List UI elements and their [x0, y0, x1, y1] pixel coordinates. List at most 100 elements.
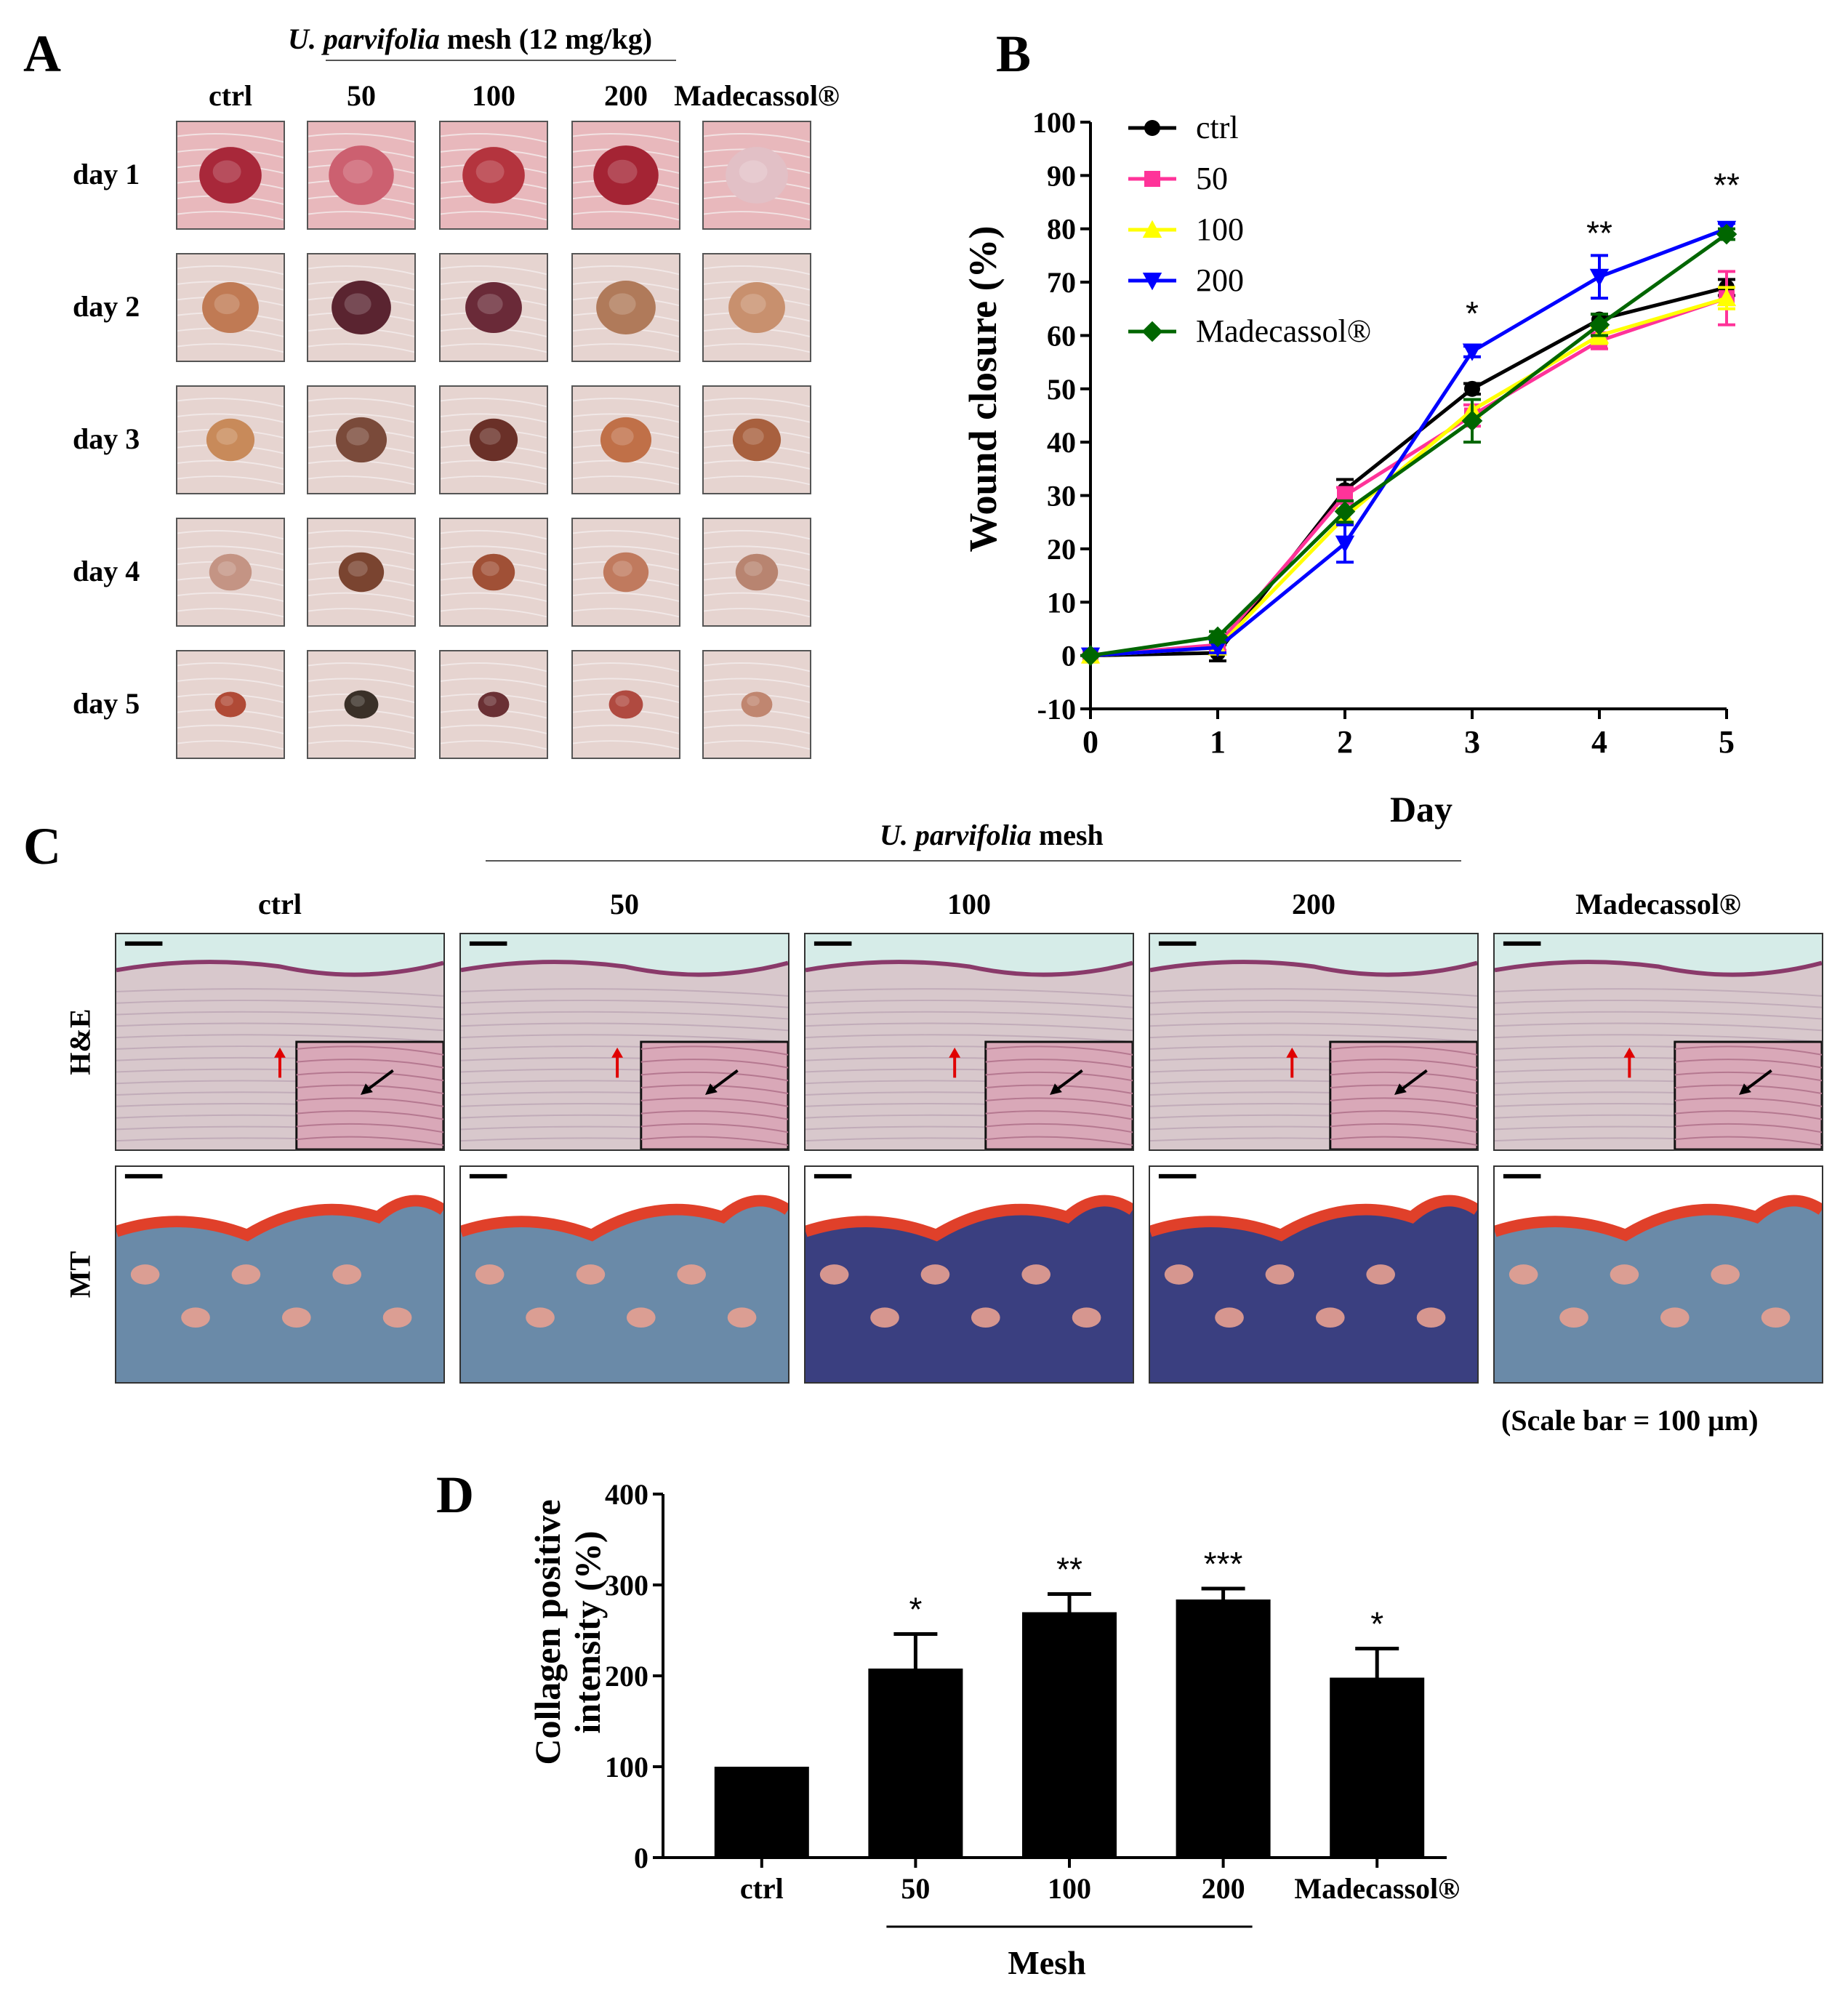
inset-fiber [640, 1110, 788, 1120]
skin-fold [308, 545, 414, 555]
skin-fold [573, 475, 679, 486]
hair-follicle [819, 1264, 849, 1285]
wound-photo [571, 650, 680, 759]
skin-fold [441, 662, 547, 673]
inset-fiber [985, 1059, 1133, 1069]
wound-photo [307, 650, 416, 759]
x-tick-label: 200 [1202, 1872, 1245, 1905]
x-tick-label: 5 [1719, 724, 1735, 760]
hair-follicle [1559, 1307, 1588, 1328]
wound-photo [702, 385, 811, 494]
mt-stain-image [1149, 1165, 1479, 1384]
y-tick-label: 80 [1047, 213, 1076, 246]
series-100 [1080, 286, 1737, 664]
black-arrowhead [361, 1083, 373, 1096]
scale-bar [469, 941, 507, 946]
panel-a-column-label: 50 [347, 79, 376, 112]
data-point [1142, 220, 1162, 238]
wound-photo [176, 121, 285, 230]
wound-photo [307, 253, 416, 362]
inset-magnified-view [640, 1040, 788, 1149]
skin-fold [308, 530, 414, 540]
epidermis-layer [1495, 1195, 1822, 1242]
wound-highlight [747, 696, 760, 707]
hair-follicle [727, 1307, 757, 1328]
x-tick-label: 2 [1337, 724, 1353, 760]
collagen-fiber [1495, 1011, 1822, 1020]
scale-bar [1158, 941, 1197, 946]
collagen-fiber [1150, 1034, 1477, 1043]
slide-background [1150, 934, 1477, 975]
x-tick-label: Madecassol® [1294, 1872, 1460, 1905]
data-point [1208, 639, 1228, 657]
series-line [1090, 227, 1727, 658]
panel-a-row-label: day 4 [73, 555, 140, 587]
chart-d-xlabel: Mesh [1008, 1944, 1085, 1981]
y-tick-label: 10 [1047, 586, 1076, 619]
legend-entry: 50 [1128, 161, 1228, 196]
inset-fiber [1330, 1045, 1477, 1056]
hair-follicle [1265, 1264, 1295, 1285]
wound-photo [307, 385, 416, 494]
inset-fiber [985, 1071, 1133, 1082]
skin-fold [441, 475, 547, 486]
wound-area [600, 417, 652, 463]
skin-fold [308, 211, 414, 221]
black-arrowhead [1050, 1083, 1062, 1096]
y-tick-label: 30 [1047, 480, 1076, 513]
skin-fold [573, 133, 679, 143]
data-point [1142, 273, 1162, 291]
panel-d-letter: D [436, 1466, 474, 1524]
skin-fold [704, 413, 810, 423]
series-line [1090, 296, 1727, 658]
wound-area [726, 147, 788, 204]
wound-highlight [615, 695, 630, 707]
legend-entry: Madecassol® [1128, 313, 1371, 349]
hair-follicle [475, 1264, 505, 1285]
wound-highlight [212, 160, 241, 183]
panel-a-column-label: 100 [472, 79, 515, 112]
legend-label: 100 [1196, 212, 1244, 247]
skin-fold [704, 545, 810, 555]
wound-photo [307, 121, 416, 230]
wound-highlight [744, 561, 763, 577]
hair-follicle [1610, 1264, 1639, 1285]
species-name: U. parvifolia [288, 23, 440, 55]
dermis-tissue [806, 1200, 1133, 1382]
wound-highlight [347, 561, 368, 577]
inset-fiber [1674, 1110, 1822, 1120]
skin-fold [177, 724, 284, 734]
panel-a-column-label: ctrl [209, 79, 252, 112]
legend-entry: 100 [1128, 212, 1244, 247]
wound-photo [439, 385, 548, 494]
scale-bar [1503, 941, 1541, 946]
skin-fold [573, 545, 679, 555]
data-point [1588, 314, 1610, 336]
skin-fold [308, 265, 414, 276]
skin-fold [308, 724, 414, 734]
legend-label: 200 [1196, 262, 1244, 298]
skin-fold [704, 662, 810, 673]
inset-fiber [985, 1045, 1133, 1056]
inset-fiber [1330, 1071, 1477, 1082]
chart-d-ylabel-line1: Collagen positive [527, 1499, 568, 1765]
collagen-fiber [806, 1022, 1133, 1032]
wound-highlight [346, 427, 369, 446]
skin-fold [441, 530, 547, 540]
panel-c-group-title: U. parvifolia mesh [880, 818, 1104, 852]
wound-photo [439, 253, 548, 362]
y-tick-label: 40 [1047, 426, 1076, 459]
y-tick-label: 200 [605, 1660, 648, 1693]
collagen-fiber [1150, 1022, 1477, 1032]
panel-c-column-label: 50 [610, 888, 639, 920]
hair-follicle [231, 1264, 261, 1285]
skin-fold [441, 398, 547, 408]
red-arrowhead [1286, 1047, 1298, 1058]
wound-area [202, 281, 259, 334]
inset-fiber [985, 1136, 1133, 1147]
wound-photo [439, 650, 548, 759]
scale-bar [1503, 1173, 1541, 1179]
data-point [1141, 321, 1163, 342]
collagen-fiber [116, 988, 443, 997]
skin-fold [177, 413, 284, 423]
